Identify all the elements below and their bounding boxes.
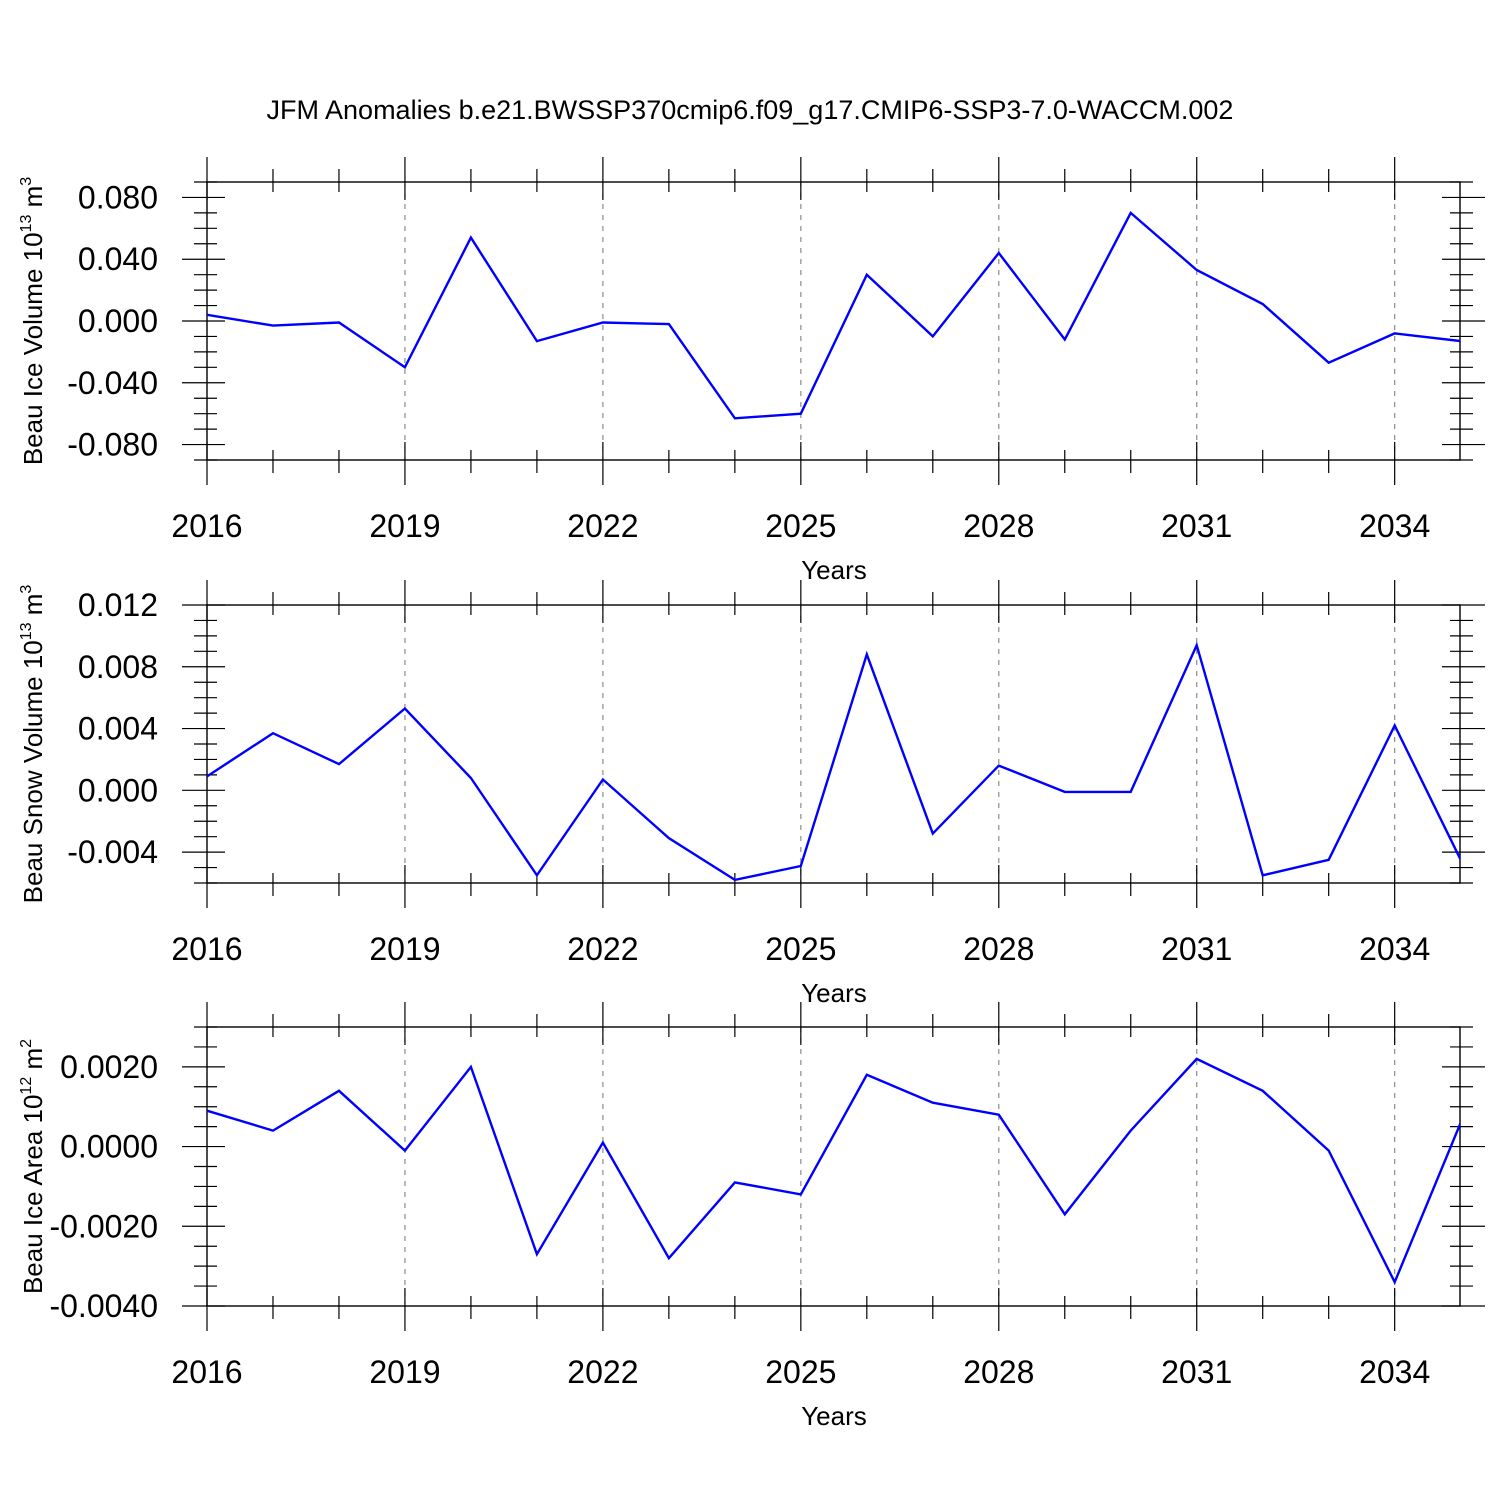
series-line: [207, 1057, 1460, 1285]
x-tick-label: 2025: [765, 508, 836, 544]
x-tick-label: 2022: [567, 508, 638, 544]
y-tick-label: 0.008: [78, 649, 158, 685]
plot-frame: [206, 181, 1461, 461]
y-tick-label: 0.004: [78, 711, 158, 747]
series-line: [207, 641, 1460, 882]
y-tick-label: 0.000: [78, 303, 158, 339]
x-tick-label: 2022: [567, 931, 638, 967]
panel-3: 2016 2019 2022 2025 2028 2031 2034 -0.0040 -0.00…: [18, 1002, 1485, 1431]
panel-1: 2016 2019 2022 2025 2028 2031 2034 -0.080 -0.040…: [18, 157, 1485, 585]
y-tick-label: 0.040: [78, 241, 158, 277]
y-tick-label: 0.0000: [60, 1129, 158, 1165]
series-line: [207, 210, 1460, 420]
x-tick-label: 2016: [171, 508, 242, 544]
y-tick-label: -0.0020: [49, 1208, 158, 1244]
x-tick-label: 2034: [1359, 508, 1430, 544]
x-tick-label: 2016: [171, 1354, 242, 1390]
y-tick-label: 0.080: [78, 179, 158, 215]
y-tick-label: -0.080: [67, 427, 158, 463]
x-tick-label: 2031: [1161, 508, 1232, 544]
y-axis-label: Beau Ice Area 1012 m2: [18, 1039, 48, 1294]
panels: 2016 2019 2022 2025 2028 2031 2034 -0.080 -0.040…: [18, 157, 1485, 1431]
y-tick-label: -0.040: [67, 365, 158, 401]
y-tick-label: -0.004: [67, 834, 158, 870]
y-tick-label: 0.012: [78, 587, 158, 623]
x-tick-label: 2019: [369, 931, 440, 967]
x-tick-label: 2019: [369, 1354, 440, 1390]
x-axis-label: Years: [801, 1401, 867, 1431]
panel-2: 2016 2019 2022 2025 2028 2031 2034 -0.004 0.000 0…: [18, 580, 1485, 1008]
x-axis-label: Years: [801, 555, 867, 585]
x-axis-label: Years: [801, 978, 867, 1008]
y-tick-label: 0.000: [78, 772, 158, 808]
figure-title: JFM Anomalies b.e21.BWSSP370cmip6.f09_g1…: [267, 95, 1234, 125]
y-tick-label: 0.0020: [60, 1049, 158, 1085]
x-tick-label: 2025: [765, 1354, 836, 1390]
x-tick-label: 2028: [963, 1354, 1034, 1390]
x-tick-label: 2022: [567, 1354, 638, 1390]
x-tick-label: 2034: [1359, 1354, 1430, 1390]
x-tick-label: 2028: [963, 931, 1034, 967]
y-axis-label: Beau Snow Volume 1013 m3: [18, 585, 48, 904]
y-tick-label: -0.0040: [49, 1288, 158, 1324]
x-tick-label: 2019: [369, 508, 440, 544]
x-tick-label: 2028: [963, 508, 1034, 544]
x-tick-label: 2025: [765, 931, 836, 967]
y-axis-label: Beau Ice Volume 1013 m3: [18, 177, 48, 465]
x-tick-label: 2031: [1161, 931, 1232, 967]
x-tick-label: 2016: [171, 931, 242, 967]
x-tick-label: 2031: [1161, 1354, 1232, 1390]
plot-frame: [206, 1026, 1461, 1307]
plot-frame: [206, 604, 1461, 884]
x-tick-label: 2034: [1359, 931, 1430, 967]
